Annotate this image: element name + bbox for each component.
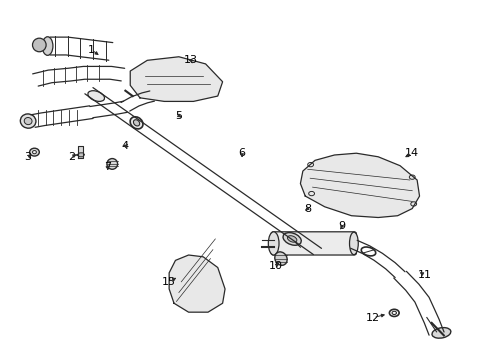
Ellipse shape xyxy=(88,91,104,102)
Text: 5: 5 xyxy=(175,111,182,121)
Ellipse shape xyxy=(287,236,296,242)
Text: 3: 3 xyxy=(24,152,32,162)
Text: 4: 4 xyxy=(122,141,129,151)
FancyBboxPatch shape xyxy=(271,232,356,255)
Ellipse shape xyxy=(30,148,39,156)
Text: 13: 13 xyxy=(183,55,198,65)
Ellipse shape xyxy=(287,234,312,251)
Polygon shape xyxy=(77,153,84,157)
Text: 12: 12 xyxy=(366,312,380,323)
Ellipse shape xyxy=(268,232,279,255)
Ellipse shape xyxy=(24,117,32,125)
Polygon shape xyxy=(130,57,222,102)
Text: 11: 11 xyxy=(417,270,430,280)
Text: 8: 8 xyxy=(304,203,311,213)
Ellipse shape xyxy=(133,120,140,126)
Text: 1: 1 xyxy=(88,45,95,55)
Text: 2: 2 xyxy=(68,152,75,162)
Ellipse shape xyxy=(431,328,450,338)
Ellipse shape xyxy=(283,233,301,245)
Ellipse shape xyxy=(130,117,142,129)
Ellipse shape xyxy=(274,252,286,265)
Polygon shape xyxy=(300,153,419,217)
Text: 14: 14 xyxy=(405,148,418,158)
Ellipse shape xyxy=(42,37,53,55)
Text: 15: 15 xyxy=(162,277,176,287)
Ellipse shape xyxy=(107,158,117,169)
Text: 9: 9 xyxy=(338,221,345,231)
Ellipse shape xyxy=(32,150,36,154)
Ellipse shape xyxy=(20,114,36,128)
Polygon shape xyxy=(169,255,224,312)
Text: 6: 6 xyxy=(238,148,245,158)
Ellipse shape xyxy=(349,232,358,255)
Text: 7: 7 xyxy=(103,162,111,172)
Text: 10: 10 xyxy=(268,261,283,271)
Ellipse shape xyxy=(32,38,46,52)
Polygon shape xyxy=(78,146,83,158)
